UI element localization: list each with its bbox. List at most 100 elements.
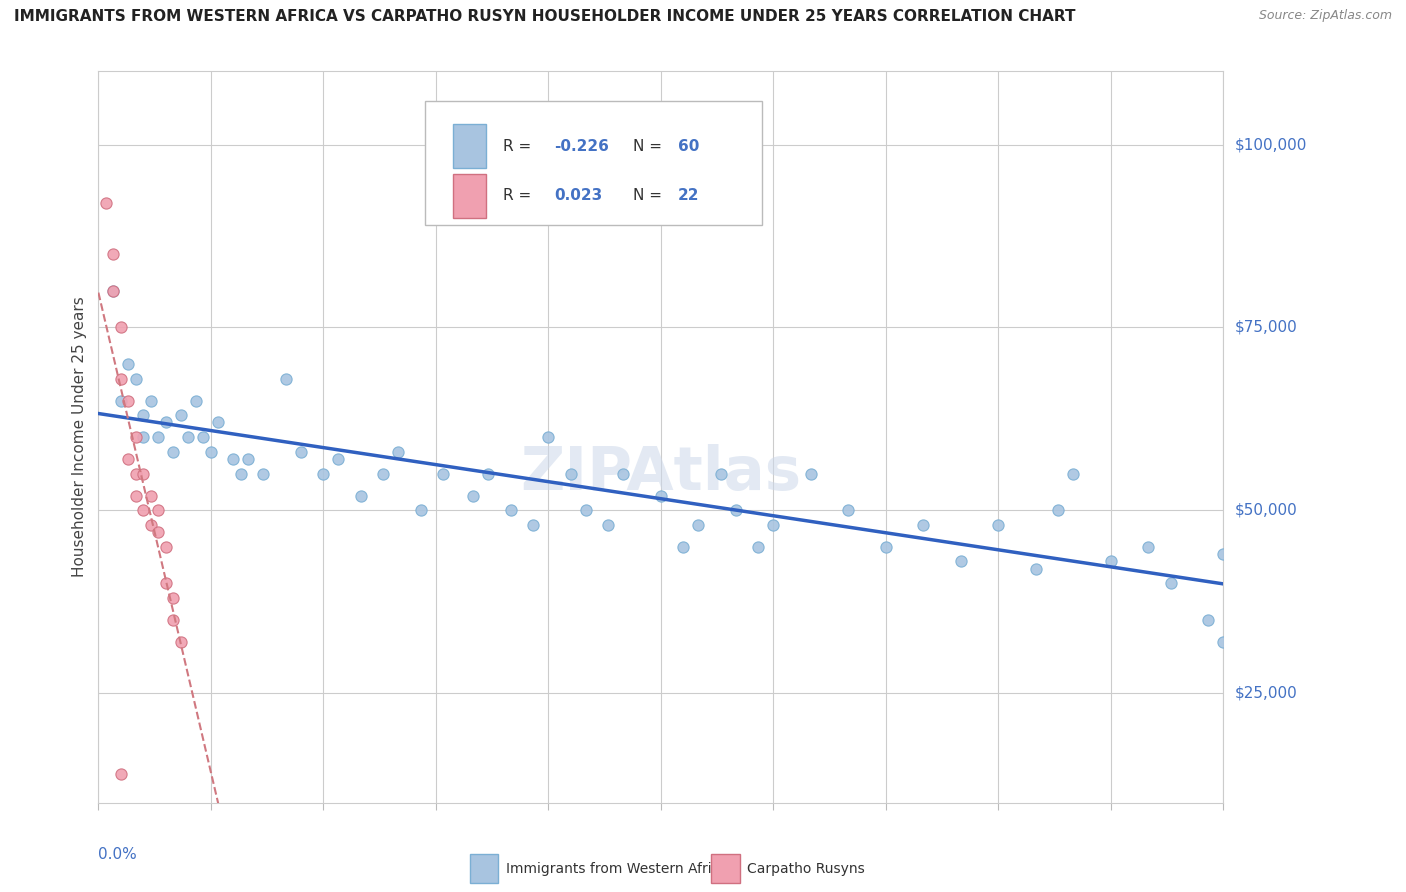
Text: $50,000: $50,000 bbox=[1234, 503, 1298, 517]
Point bbox=[139, 393, 162, 408]
Text: 60: 60 bbox=[678, 139, 699, 153]
Point bbox=[1197, 613, 1219, 627]
Point bbox=[522, 517, 544, 532]
Point bbox=[747, 540, 769, 554]
Point bbox=[612, 467, 634, 481]
Point bbox=[117, 357, 139, 371]
Point bbox=[148, 503, 170, 517]
Point bbox=[155, 576, 177, 591]
Text: 0.023: 0.023 bbox=[554, 188, 602, 203]
Point bbox=[170, 408, 193, 422]
Point bbox=[125, 371, 148, 385]
Text: Carpatho Rusyns: Carpatho Rusyns bbox=[748, 862, 865, 876]
Point bbox=[1212, 635, 1234, 649]
Point bbox=[148, 430, 170, 444]
Point bbox=[724, 503, 747, 517]
Point bbox=[598, 517, 620, 532]
Point bbox=[155, 540, 177, 554]
Point bbox=[110, 320, 132, 334]
Point bbox=[117, 393, 139, 408]
Point bbox=[1099, 554, 1122, 568]
Text: ZIPAtlas: ZIPAtlas bbox=[520, 444, 801, 503]
Point bbox=[409, 503, 432, 517]
Point bbox=[875, 540, 897, 554]
Point bbox=[103, 284, 125, 298]
Point bbox=[162, 613, 184, 627]
Point bbox=[110, 393, 132, 408]
Point bbox=[1025, 562, 1047, 576]
Point bbox=[139, 489, 162, 503]
Point bbox=[350, 489, 373, 503]
Point bbox=[688, 517, 710, 532]
Point bbox=[125, 489, 148, 503]
Point bbox=[132, 503, 155, 517]
Point bbox=[949, 554, 972, 568]
Point bbox=[193, 430, 215, 444]
Point bbox=[162, 591, 184, 605]
Text: $75,000: $75,000 bbox=[1234, 320, 1298, 334]
Point bbox=[800, 467, 823, 481]
Point bbox=[155, 416, 177, 430]
Point bbox=[125, 467, 148, 481]
Text: N =: N = bbox=[633, 139, 666, 153]
FancyBboxPatch shape bbox=[453, 124, 486, 169]
Point bbox=[312, 467, 335, 481]
FancyBboxPatch shape bbox=[711, 854, 740, 883]
Point bbox=[125, 430, 148, 444]
Point bbox=[132, 430, 155, 444]
Point bbox=[139, 517, 162, 532]
Point bbox=[1212, 547, 1234, 561]
Point bbox=[103, 247, 125, 261]
Point bbox=[672, 540, 695, 554]
Point bbox=[463, 489, 485, 503]
Point bbox=[170, 635, 193, 649]
Point bbox=[1137, 540, 1160, 554]
Text: 22: 22 bbox=[678, 188, 699, 203]
FancyBboxPatch shape bbox=[425, 101, 762, 225]
Point bbox=[252, 467, 274, 481]
Point bbox=[132, 408, 155, 422]
Point bbox=[477, 467, 499, 481]
Point bbox=[710, 467, 733, 481]
Point bbox=[912, 517, 935, 532]
Point bbox=[1062, 467, 1084, 481]
Point bbox=[238, 452, 260, 467]
Point bbox=[328, 452, 350, 467]
Point bbox=[177, 430, 200, 444]
Point bbox=[987, 517, 1010, 532]
Point bbox=[575, 503, 598, 517]
Point bbox=[110, 371, 132, 385]
Point bbox=[373, 467, 395, 481]
Point bbox=[162, 444, 184, 458]
Point bbox=[1047, 503, 1070, 517]
Text: R =: R = bbox=[503, 188, 537, 203]
Text: Immigrants from Western Africa: Immigrants from Western Africa bbox=[506, 862, 727, 876]
Text: IMMIGRANTS FROM WESTERN AFRICA VS CARPATHO RUSYN HOUSEHOLDER INCOME UNDER 25 YEA: IMMIGRANTS FROM WESTERN AFRICA VS CARPAT… bbox=[14, 9, 1076, 24]
Point bbox=[290, 444, 312, 458]
Point bbox=[132, 467, 155, 481]
Text: Source: ZipAtlas.com: Source: ZipAtlas.com bbox=[1258, 9, 1392, 22]
Text: $100,000: $100,000 bbox=[1234, 137, 1306, 152]
Text: 0.0%: 0.0% bbox=[98, 847, 138, 862]
Point bbox=[387, 444, 409, 458]
Point bbox=[148, 525, 170, 540]
FancyBboxPatch shape bbox=[470, 854, 498, 883]
Point bbox=[207, 416, 229, 430]
Point bbox=[222, 452, 245, 467]
Y-axis label: Householder Income Under 25 years: Householder Income Under 25 years bbox=[72, 297, 87, 577]
Text: $25,000: $25,000 bbox=[1234, 686, 1298, 700]
Point bbox=[762, 517, 785, 532]
Point bbox=[432, 467, 454, 481]
Text: N =: N = bbox=[633, 188, 666, 203]
Point bbox=[229, 467, 252, 481]
FancyBboxPatch shape bbox=[453, 174, 486, 218]
Point bbox=[94, 196, 117, 211]
Point bbox=[499, 503, 522, 517]
Point bbox=[200, 444, 222, 458]
Point bbox=[650, 489, 672, 503]
Point bbox=[560, 467, 582, 481]
Text: -0.226: -0.226 bbox=[554, 139, 609, 153]
Point bbox=[537, 430, 560, 444]
Point bbox=[1160, 576, 1182, 591]
Point bbox=[103, 284, 125, 298]
